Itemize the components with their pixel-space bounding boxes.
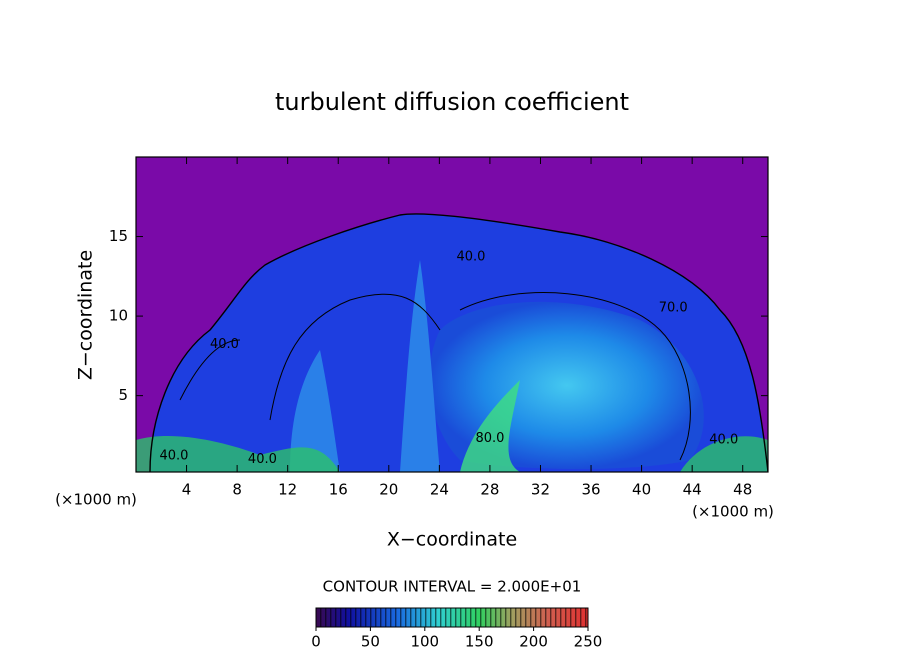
contour-label: 40.0 (248, 452, 277, 467)
x-tick-label: 24 (430, 481, 449, 499)
x-tick-label: 4 (182, 481, 192, 499)
y-tick-label: 15 (109, 227, 128, 245)
x-tick-label: 20 (379, 481, 398, 499)
x-tick-label: 44 (683, 481, 702, 499)
x-tick-label: 40 (632, 481, 651, 499)
x-tick-label: 8 (232, 481, 242, 499)
colorbar-tick-label: 0 (311, 633, 321, 651)
x-tick-label: 16 (329, 481, 348, 499)
colorbar-frame (315, 607, 589, 628)
colorbar-lines (316, 608, 588, 627)
contour-label: 70.0 (659, 301, 688, 316)
colorbar-tick-label: 200 (519, 633, 548, 651)
y-axis-label: Z−coordinate (75, 250, 97, 380)
contour-label: 40.0 (709, 433, 738, 448)
x-unit: (×1000 m) (692, 503, 774, 521)
colorbar-tick-label: 250 (574, 633, 603, 651)
field (136, 157, 768, 472)
contour-interval: CONTOUR INTERVAL = 2.000E+01 (323, 578, 582, 596)
x-tick-label: 12 (278, 481, 297, 499)
contour-label: 80.0 (475, 431, 504, 446)
x-tick-label: 32 (531, 481, 550, 499)
plot-frame (135, 156, 769, 473)
x-tick-label: 48 (733, 481, 752, 499)
x-axis-label: X−coordinate (387, 529, 517, 551)
x-tick-label: 36 (581, 481, 600, 499)
y-tick-label: 10 (109, 307, 128, 325)
contour-label: 40.0 (210, 337, 239, 352)
x-tick-label: 28 (480, 481, 499, 499)
colorbar-tick-label: 150 (465, 633, 494, 651)
contour-label: 40.0 (456, 250, 485, 265)
colorbar-tick-label: 50 (361, 633, 380, 651)
chart-title: turbulent diffusion coefficient (275, 88, 629, 116)
x-unit: (×1000 m) (55, 491, 137, 509)
contour-label: 40.0 (159, 449, 188, 464)
colorbar-tick-label: 100 (410, 633, 439, 651)
y-tick-label: 5 (118, 386, 128, 404)
